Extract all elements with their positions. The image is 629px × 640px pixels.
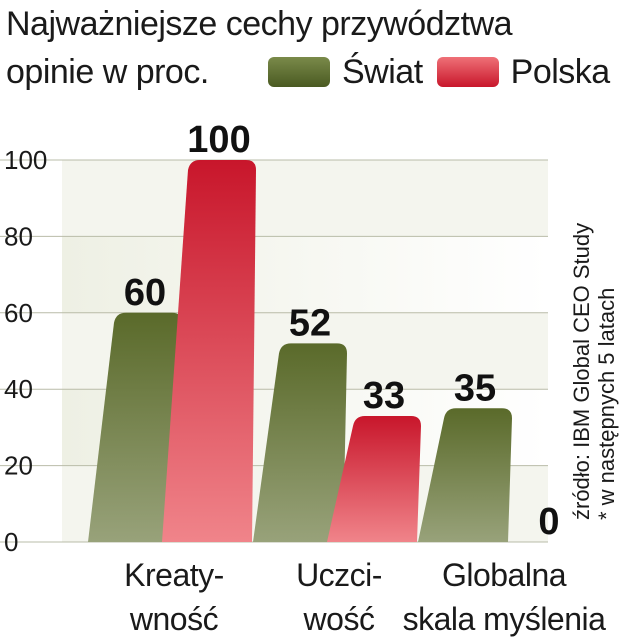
category-label: wość	[303, 601, 375, 637]
y-tick-label: 40	[4, 374, 33, 404]
y-tick-label: 20	[4, 451, 33, 481]
category-label: wność	[129, 601, 219, 637]
chart-subtitle: opinie w proc.	[6, 53, 209, 91]
category-label: Globalna	[442, 557, 567, 593]
bar-value-label: 60	[124, 272, 166, 314]
legend-item-world: Świat	[268, 53, 423, 92]
bar-value-label: 52	[289, 302, 331, 344]
legend-label-world: Świat	[342, 52, 423, 91]
source-note: źródło: IBM Global CEO Study * w następn…	[567, 140, 627, 520]
source-line-1: źródło: IBM Global CEO Study	[569, 222, 594, 520]
category-label: Kreaty-	[124, 557, 224, 593]
chart-title: Najważniejsze cechy przywództwa	[6, 5, 513, 43]
legend-swatch-world	[268, 57, 330, 87]
bar-value-label: 100	[187, 119, 250, 161]
bar-poland-0	[162, 160, 256, 542]
plot-band	[62, 160, 548, 237]
bar-value-label: 33	[363, 375, 405, 417]
plot-band	[62, 236, 548, 313]
bar-poland-1	[327, 415, 421, 542]
category-label: skala myślenia	[403, 601, 607, 637]
bar-world-2	[418, 408, 512, 542]
legend-swatch-poland	[436, 57, 499, 87]
y-tick-label: 80	[4, 221, 33, 251]
source-text: źródło: IBM Global CEO Study * w następn…	[569, 223, 619, 520]
bar-value-label: 35	[454, 367, 496, 409]
bar-world-0	[88, 312, 182, 542]
y-tick-label: 0	[4, 527, 18, 557]
legend: Świat Polska	[268, 52, 624, 92]
legend-item-poland: Polska	[436, 52, 611, 92]
y-tick-label: 100	[4, 145, 47, 175]
category-label: Uczci-	[296, 557, 382, 593]
bar-value-label: 0	[538, 501, 559, 543]
bar-world-1	[253, 343, 347, 542]
source-line-2: * w następnych 5 latach	[594, 287, 619, 520]
y-tick-label: 60	[4, 298, 33, 328]
legend-label-poland: Polska	[510, 52, 611, 91]
